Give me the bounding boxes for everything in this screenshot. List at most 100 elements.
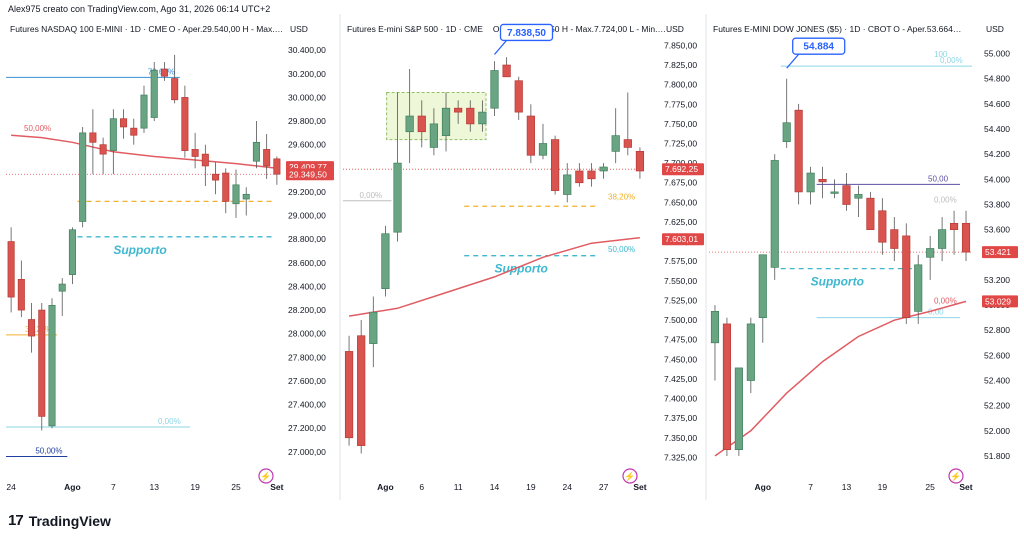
candle-body	[818, 178, 827, 183]
y-tick-label: 28.800,00	[288, 234, 326, 244]
lightning-icon	[622, 468, 638, 484]
fib-level-label: 50,00%	[608, 245, 635, 254]
candle-body	[130, 127, 138, 136]
candle-body	[171, 78, 179, 101]
lightning-glyph: ⚡	[950, 471, 961, 483]
x-tick-label: Set	[959, 482, 972, 492]
x-tick-label: 19	[878, 482, 888, 492]
candle-body	[140, 94, 148, 129]
candle-body	[623, 139, 632, 148]
candle-body	[28, 319, 36, 337]
moving-average-line	[348, 236, 640, 317]
fib-level-label: 0,00	[928, 308, 944, 317]
fib-level-label: 50,00	[928, 174, 949, 183]
callout-box	[499, 23, 554, 42]
y-tick-label: 30.200,00	[288, 69, 326, 79]
candle-body	[710, 311, 720, 344]
y-tick-label: 28.400,00	[288, 281, 326, 291]
candle-body	[961, 222, 971, 253]
price-label-box	[286, 168, 334, 181]
candle-body	[191, 149, 199, 157]
y-tick-label: 7.725,00	[664, 139, 697, 149]
y-tick-label: 52.400	[984, 376, 1010, 386]
callout-text: 7.838,50	[507, 28, 546, 39]
fib-level-label: 0,00%	[934, 296, 957, 305]
x-tick-label: 24	[562, 482, 572, 492]
support-label: Supporto	[811, 275, 864, 289]
y-tick-label: 7.375,00	[664, 413, 697, 423]
candle-body	[830, 191, 839, 194]
support-label: Supporto	[113, 243, 166, 257]
y-tick-label: 29.600,00	[288, 140, 326, 150]
x-tick-label: 19	[190, 482, 200, 492]
fib-level-label: 0,00%	[359, 191, 382, 200]
x-tick-label: 19	[526, 482, 536, 492]
fib-level-label: 38,20%	[608, 192, 635, 201]
candle-body	[7, 241, 15, 298]
y-tick-label: 7.850,00	[664, 40, 697, 50]
callout-box	[792, 37, 846, 55]
x-tick-label: Ago	[377, 482, 394, 492]
candle-body	[263, 149, 271, 167]
candle-body	[806, 172, 815, 193]
x-tick-label: 27	[599, 482, 609, 492]
tradingview-logo: 17 TradingView	[8, 512, 111, 529]
chart-title: Futures E-mini S&P 500 · 1D · CME	[347, 24, 483, 34]
candle-body	[109, 118, 117, 151]
ohlc-readout: O - Aper.29.540,00 H - Max.…	[169, 24, 283, 34]
candle-body	[758, 254, 767, 318]
chart-panel-2: Futures E-mini S&P 500 · 1D · CME O - Ape…	[343, 23, 704, 492]
candle-body	[344, 351, 354, 439]
candle-body	[746, 323, 755, 381]
candle-body	[490, 70, 499, 109]
y-tick-label: 7.650,00	[664, 197, 697, 207]
y-tick-label: 7.750,00	[664, 119, 697, 129]
candle-body	[160, 68, 168, 77]
candle-body	[914, 264, 923, 312]
price-label-box	[982, 246, 1018, 259]
price-label-box	[982, 295, 1018, 308]
x-tick-label: Set	[270, 482, 283, 492]
fib-level-label: 0,00%	[158, 417, 181, 426]
fib-level-label: 0,00%	[940, 56, 963, 65]
y-tick-label: 7.325,00	[664, 452, 697, 462]
axis-unit: USD	[666, 24, 684, 34]
author-caption: Alex975 creato con TradingView.com, Ago …	[8, 4, 271, 14]
x-tick-label: Ago	[64, 482, 81, 492]
candle-body	[514, 80, 523, 113]
y-tick-label: 27.000,00	[288, 447, 326, 457]
candle-body	[782, 122, 791, 142]
candle-body	[58, 283, 66, 292]
y-tick-label: 7.675,00	[664, 178, 697, 188]
x-tick-label: 13	[149, 482, 159, 492]
lightning-icon	[258, 468, 274, 484]
price-label-text: 29.349,50	[289, 169, 327, 179]
candle-body	[878, 210, 887, 243]
y-tick-label: 53.800	[984, 199, 1010, 209]
candle-body	[242, 193, 250, 200]
y-tick-label: 54.600	[984, 99, 1010, 109]
x-tick-label: 13	[842, 482, 852, 492]
candle-body	[454, 107, 463, 113]
fib-level-label: 50,00%	[35, 447, 62, 456]
fib-level-label: 50,00%	[24, 124, 51, 133]
price-label-text: 29.409,77	[289, 162, 327, 172]
y-tick-label: 7.500,00	[664, 315, 697, 325]
y-tick-label: 7.625,00	[664, 217, 697, 227]
price-label-box	[662, 163, 704, 176]
candle-body	[478, 111, 487, 125]
fib-level-label: 0,00%	[934, 196, 957, 205]
chart-panel-1: Futures NASDAQ 100 E-MINI · 1D · CME O - …	[6, 24, 334, 492]
x-tick-label: 25	[231, 482, 241, 492]
x-tick-label: 25	[925, 482, 935, 492]
candle-body	[526, 115, 535, 156]
candle-body	[181, 97, 189, 151]
candle-body	[369, 311, 378, 344]
candle-body	[611, 135, 620, 152]
x-tick-label: Ago	[755, 482, 772, 492]
candle-body	[770, 160, 779, 268]
x-tick-label: 7	[111, 482, 116, 492]
callout-pointer	[786, 53, 800, 69]
chart-title: Futures NASDAQ 100 E-MINI · 1D · CME	[10, 24, 168, 34]
y-tick-label: 52.600	[984, 350, 1010, 360]
